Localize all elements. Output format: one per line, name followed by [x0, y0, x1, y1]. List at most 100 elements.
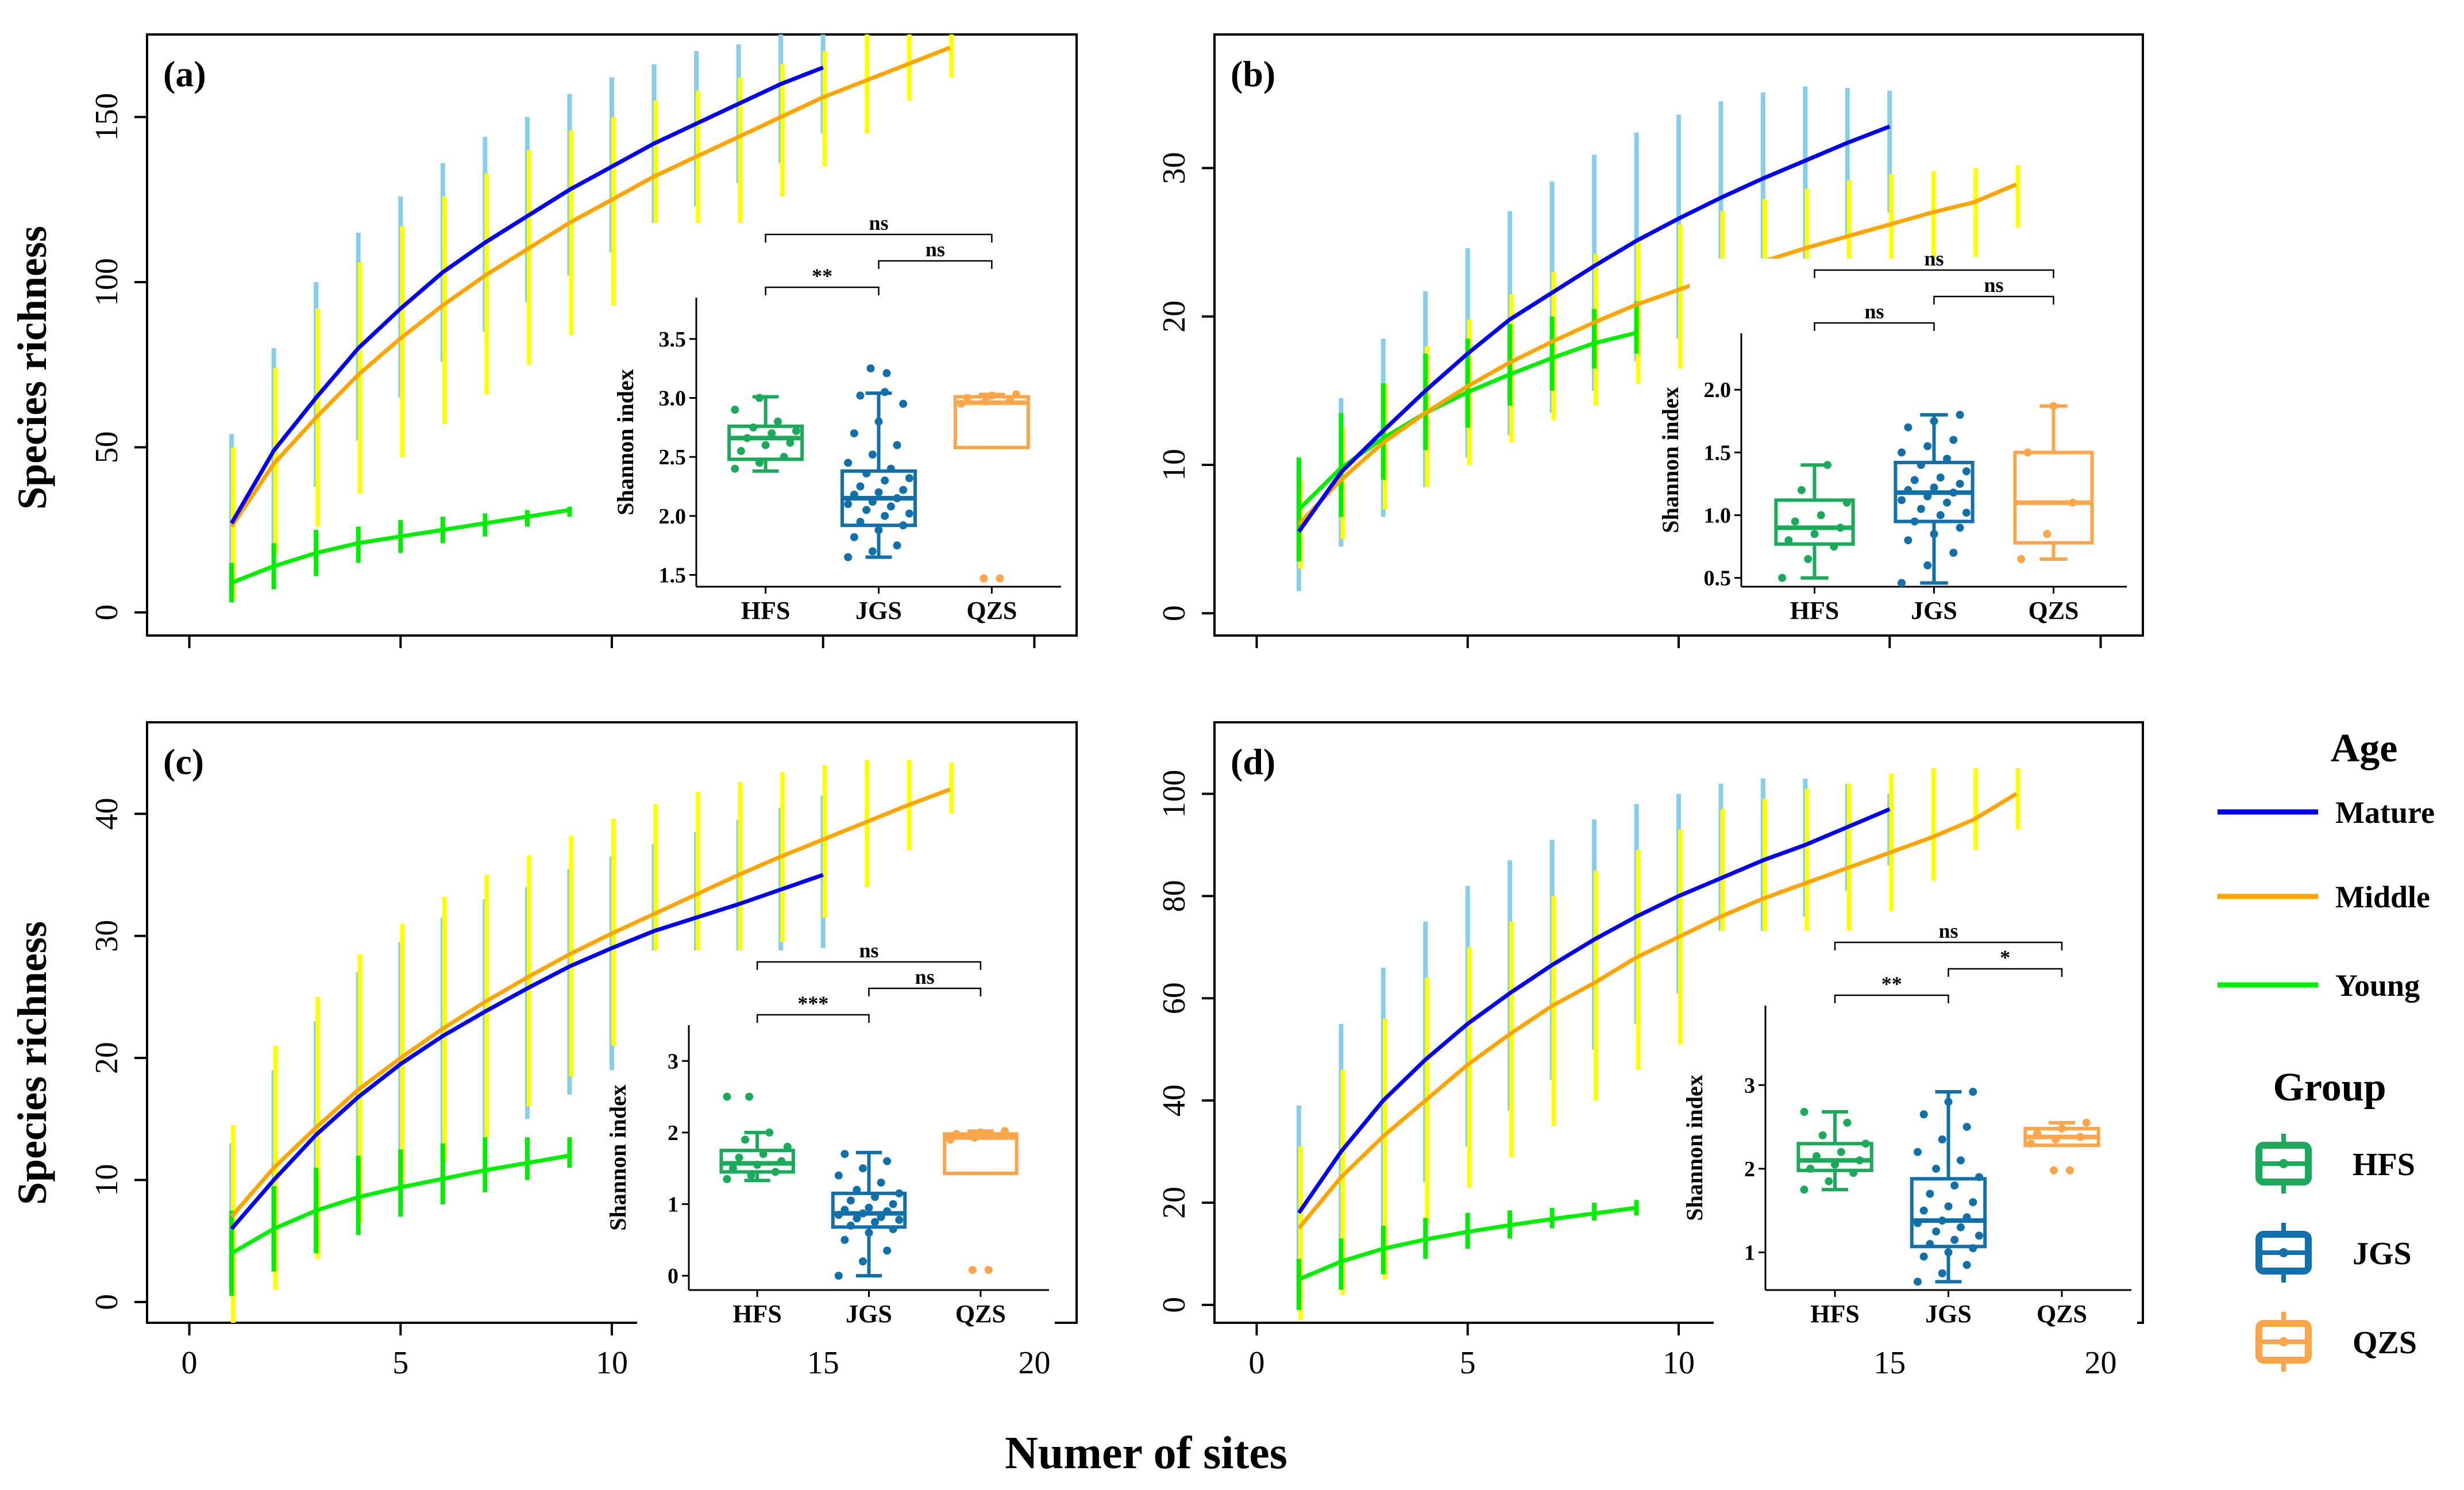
box-point: [1923, 442, 1932, 451]
box-point: [723, 1092, 731, 1101]
box-point: [731, 464, 739, 473]
box-point: [988, 391, 996, 400]
significance-bracket: [1948, 968, 2063, 977]
inset-boxplot: 1.5 2.0 2.5 3.0 3.5 Shannon index HFS JGS QZS ** n…: [612, 211, 1067, 633]
box-point: [1969, 1087, 1977, 1096]
series-line-young: [1298, 1206, 1637, 1281]
box-point: [858, 1164, 867, 1173]
series-line-middle: [1297, 182, 2017, 526]
panel-b: 0 10 20 30 (b) 0.5 1.0 1.5 2.0 Shannon index HFS JG…: [1156, 33, 2144, 648]
box-point: [773, 417, 782, 426]
x-tick-label: 15: [807, 1345, 839, 1381]
y-tick-label: 0: [1156, 1297, 1192, 1313]
significance-label: ns: [1984, 274, 2003, 297]
box-point: [1849, 1169, 1858, 1177]
box-point: [963, 394, 971, 402]
significance-label: **: [812, 264, 832, 287]
box-point: [768, 429, 776, 438]
box-point: [1810, 530, 1819, 538]
box-point: [1949, 436, 1958, 444]
series-line-young: [230, 508, 570, 585]
significance-label: ns: [915, 965, 935, 988]
box-point: [840, 1206, 849, 1214]
box-point: [844, 459, 853, 467]
box-point: [2043, 530, 2052, 538]
box-outlier: [984, 1266, 993, 1275]
inset-y-tick-label: 3: [668, 1049, 678, 1073]
box-point: [728, 1164, 737, 1173]
y-tick-label: 0: [89, 1294, 125, 1310]
box-point: [1006, 396, 1015, 405]
inset-x-tick-label: JGS: [855, 596, 902, 625]
inset-x-tick-label: HFS: [1810, 1300, 1860, 1328]
box-point: [976, 1128, 985, 1137]
panel-tag: (d): [1231, 741, 1275, 782]
legend-middle-label: Middle: [2335, 880, 2430, 914]
significance-label: ns: [1864, 300, 1884, 323]
box-point: [1949, 488, 1958, 497]
box-point: [1910, 476, 1919, 484]
box-point: [877, 1212, 885, 1221]
box-point: [886, 502, 895, 511]
significance-bracket: [756, 961, 982, 970]
box-point: [858, 1257, 867, 1266]
panel-tag: (b): [1231, 53, 1275, 94]
box-point: [868, 547, 877, 556]
inset-x-tick-label: JGS: [1925, 1300, 1972, 1328]
inset-y-tick-label: 1: [1744, 1241, 1755, 1265]
box-point: [736, 446, 745, 455]
box-point: [1943, 498, 1952, 507]
box-point: [1956, 523, 1964, 532]
box-point: [1904, 486, 1912, 494]
y-tick-label: 40: [1156, 1084, 1192, 1116]
y-tick-label: 50: [89, 431, 125, 463]
inset-y-tick-label: 3: [1744, 1073, 1755, 1098]
legend-qzs-label: QZS: [2353, 1325, 2417, 1361]
box-body: [2013, 451, 2094, 545]
inset-y-tick-label: 3.5: [659, 328, 687, 352]
box-point: [957, 399, 966, 408]
box-point: [1956, 410, 1964, 419]
significance-bracket: [1814, 322, 1935, 331]
inset-x-tick-label: QZS: [2028, 596, 2079, 625]
legend-box-point: [2279, 1337, 2288, 1346]
legend-hfs-label: HFS: [2353, 1147, 2415, 1183]
box-point: [970, 1133, 979, 1142]
box-point: [862, 469, 871, 478]
inset-y-tick-label: 2.0: [1704, 378, 1732, 402]
plot-area: [229, 34, 954, 603]
box-point: [865, 1229, 873, 1237]
box-point: [844, 553, 853, 561]
box-point: [853, 1214, 861, 1223]
inset-boxplot: 0 1 2 3 Shannon index HFS JGS QZS *** ns ns: [605, 939, 1055, 1336]
y-tick-label: 100: [89, 258, 125, 306]
box-point: [994, 1132, 1003, 1141]
series-line-mature: [1297, 807, 1891, 1214]
box-point: [1944, 1098, 1953, 1106]
box-point: [1791, 517, 1799, 526]
inset-x-tick-label: JGS: [1911, 596, 1957, 625]
box-outlier: [996, 574, 1004, 583]
box-point: [1001, 1127, 1009, 1135]
box-point: [2076, 1133, 2085, 1141]
box-point: [1861, 1139, 1870, 1148]
inset-boxplot: 0.5 1.0 1.5 2.0 Shannon index HFS JGS QZS ns ns ns: [1657, 247, 2133, 633]
box-point: [840, 1150, 849, 1158]
box-point: [1898, 496, 1906, 505]
box-point: [874, 488, 883, 496]
box-point: [1836, 523, 1845, 532]
significance-bracket: [1834, 941, 2063, 950]
box-point: [893, 441, 901, 449]
box-point: [735, 1153, 743, 1162]
box-point: [780, 453, 788, 461]
box-point: [881, 511, 889, 520]
legend-age-title: Age: [2331, 726, 2398, 771]
box-point: [723, 1175, 731, 1183]
inset-y-tick-label: 0.5: [1704, 567, 1732, 591]
panel-a: 0 50 100 150 (a) 1.5 2.0 2.5 3.0 3.5 Shannon index…: [89, 33, 1078, 648]
box-jgs: [1894, 410, 1975, 587]
box-point: [1778, 573, 1787, 582]
inset-y-tick-label: 1.5: [1704, 441, 1732, 465]
box-point: [1950, 1235, 1959, 1244]
box-point: [792, 426, 800, 435]
